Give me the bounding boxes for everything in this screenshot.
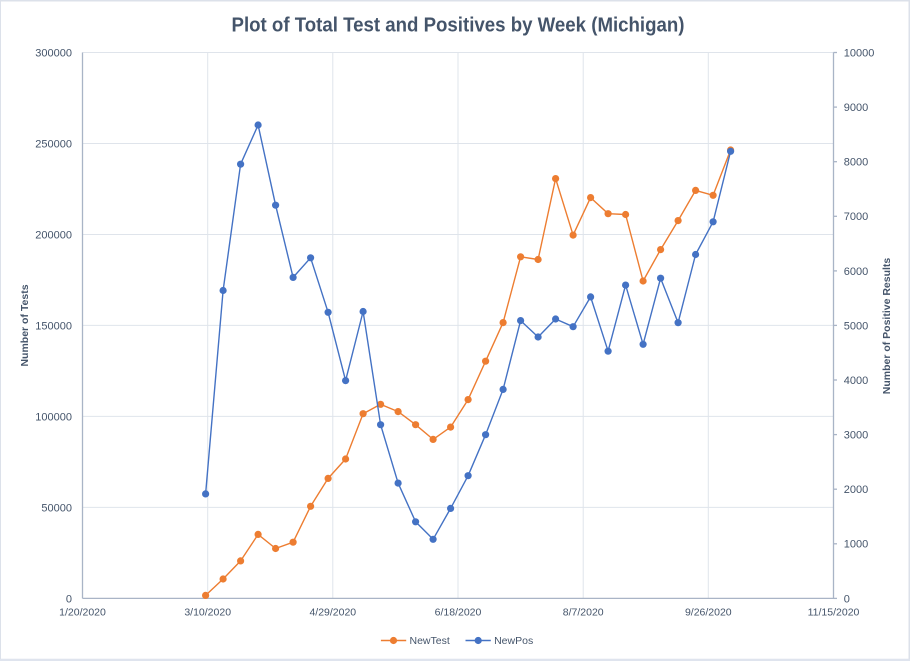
- svg-text:1000: 1000: [844, 539, 868, 551]
- svg-text:NewTest: NewTest: [410, 635, 450, 647]
- svg-text:150000: 150000: [35, 320, 72, 332]
- svg-text:3000: 3000: [844, 430, 868, 442]
- svg-text:4/29/2020: 4/29/2020: [309, 607, 356, 619]
- svg-text:8/7/2020: 8/7/2020: [563, 607, 604, 619]
- svg-text:11/15/2020: 11/15/2020: [808, 607, 860, 619]
- svg-text:3/10/2020: 3/10/2020: [184, 607, 231, 619]
- svg-text:50000: 50000: [41, 502, 72, 514]
- svg-text:2000: 2000: [844, 484, 868, 496]
- svg-text:9/26/2020: 9/26/2020: [685, 607, 732, 619]
- svg-text:9000: 9000: [844, 102, 868, 114]
- svg-text:8000: 8000: [844, 157, 868, 169]
- svg-text:10000: 10000: [844, 47, 875, 59]
- svg-text:0: 0: [66, 593, 72, 605]
- svg-text:NewPos: NewPos: [494, 635, 533, 647]
- svg-text:0: 0: [844, 593, 850, 605]
- svg-text:7000: 7000: [844, 211, 868, 223]
- svg-text:250000: 250000: [35, 138, 72, 150]
- svg-text:1/20/2020: 1/20/2020: [59, 607, 106, 619]
- svg-text:200000: 200000: [35, 229, 72, 241]
- svg-text:6/18/2020: 6/18/2020: [435, 607, 482, 619]
- svg-text:Number of Positive Results: Number of Positive Results: [881, 258, 893, 395]
- svg-text:Plot of Total Test and Positiv: Plot of Total Test and Positives by Week…: [232, 13, 685, 36]
- svg-text:300000: 300000: [35, 47, 72, 59]
- svg-text:100000: 100000: [35, 411, 72, 423]
- svg-text:4000: 4000: [844, 375, 868, 387]
- svg-text:5000: 5000: [844, 320, 868, 332]
- svg-text:6000: 6000: [844, 266, 868, 278]
- svg-text:Number of Tests: Number of Tests: [19, 284, 31, 366]
